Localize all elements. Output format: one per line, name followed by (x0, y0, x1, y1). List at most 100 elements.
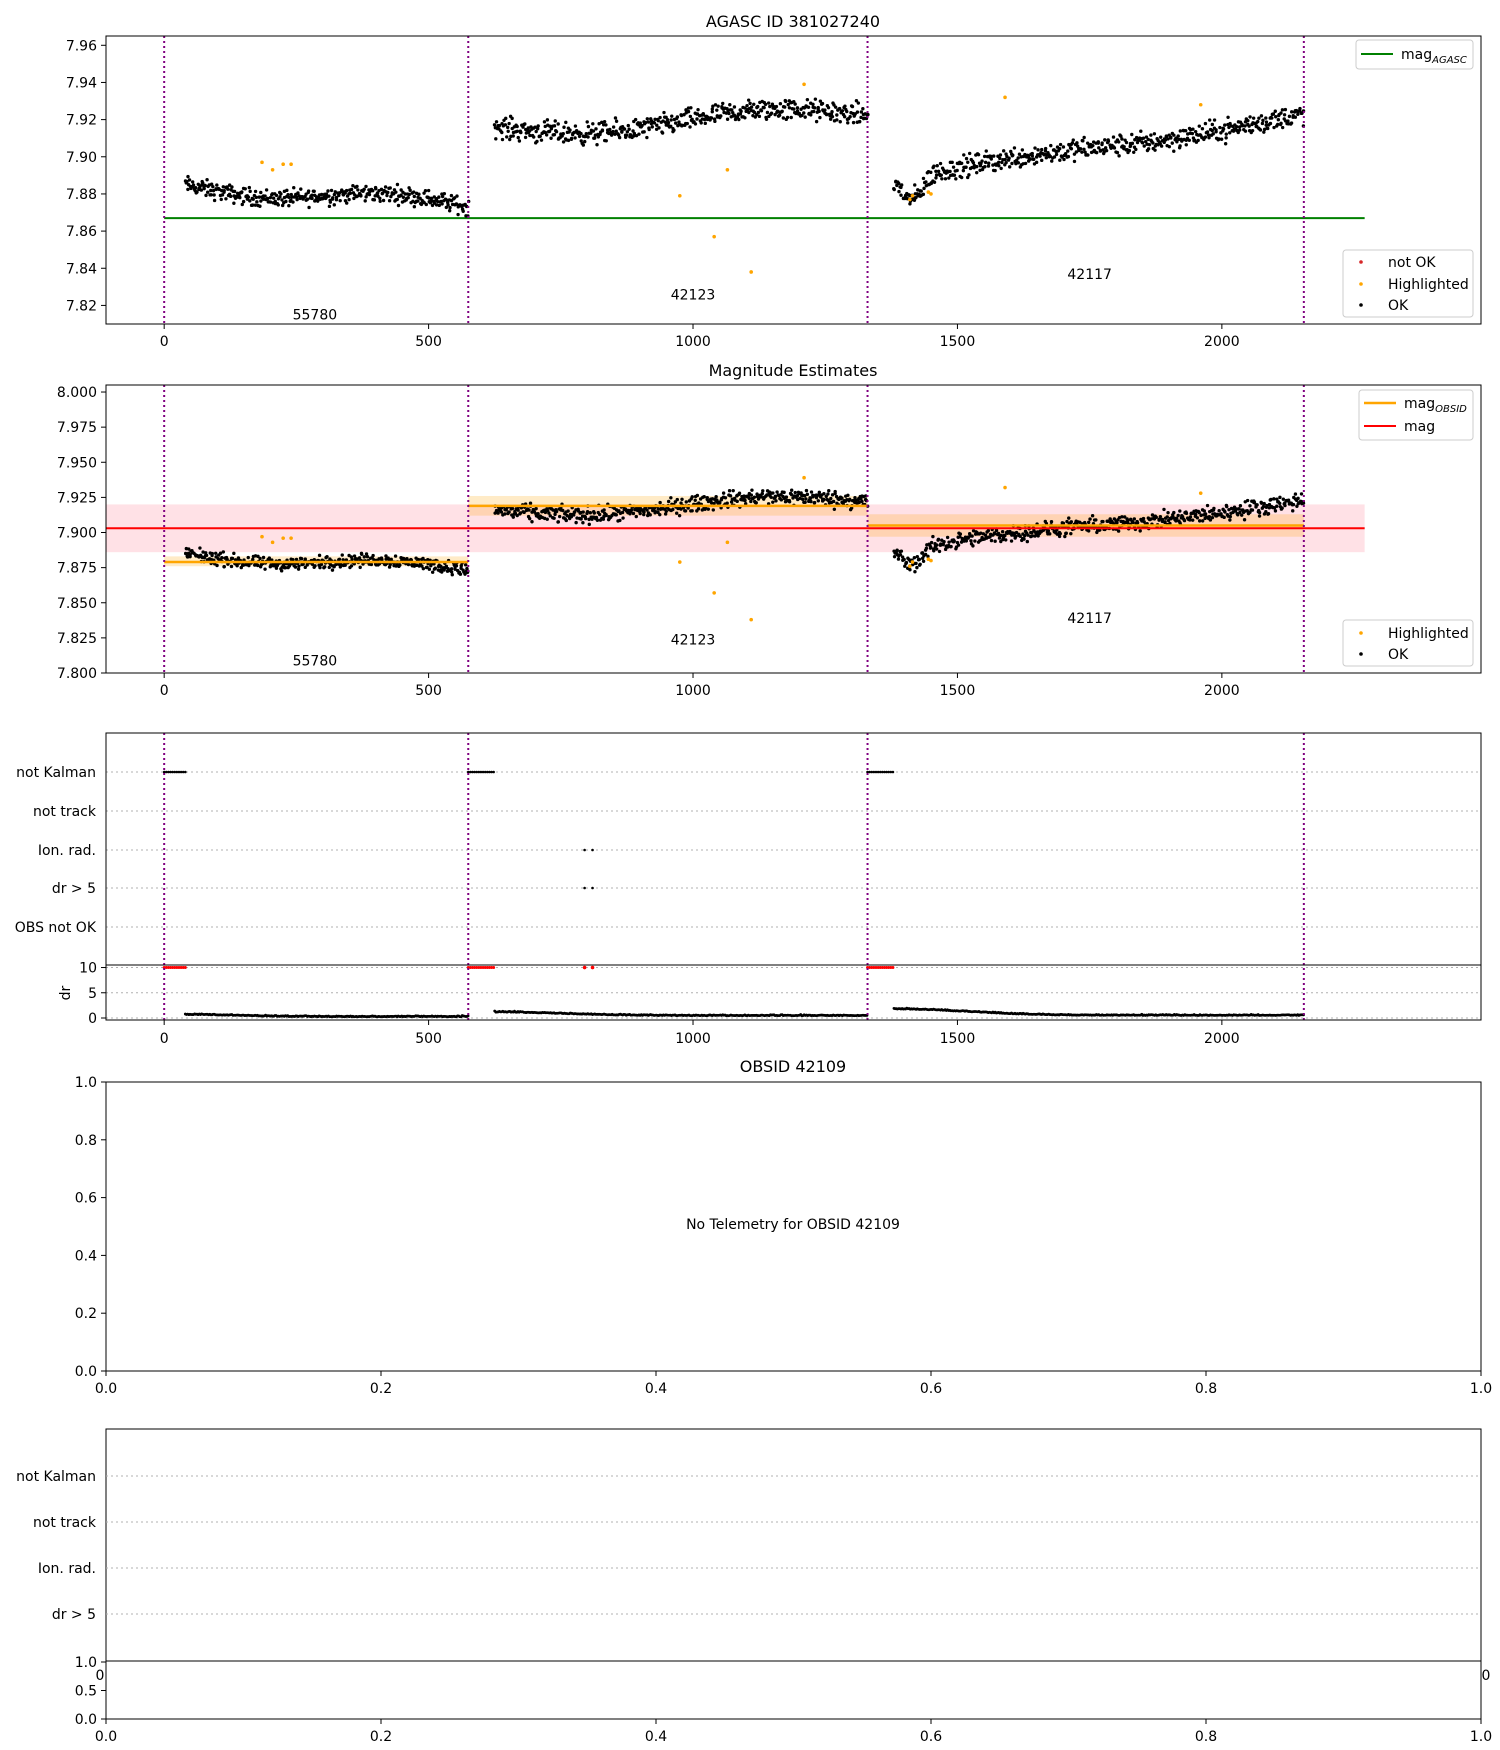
ok-point (899, 183, 904, 187)
ok-point (1203, 512, 1208, 516)
dr-high-point (874, 966, 878, 970)
ok-point (850, 104, 855, 109)
ok-point (614, 513, 618, 517)
x-tick-label: 500 (415, 1031, 442, 1047)
ok-point (602, 508, 606, 512)
ok-point (1172, 149, 1176, 153)
ok-point (287, 203, 291, 208)
ok-point (895, 548, 899, 552)
ok-point (1184, 143, 1188, 147)
ok-point (220, 556, 224, 560)
y-tick-label: 7.92 (66, 113, 97, 129)
ok-point (1103, 138, 1107, 142)
y-tick-label: 7.900 (57, 526, 97, 542)
ok-point (996, 531, 1001, 536)
ok-point (516, 508, 520, 512)
ok-point (449, 570, 454, 574)
ok-point (412, 190, 416, 194)
ok-point (737, 117, 741, 122)
dr-high-point (166, 966, 170, 970)
ok-point (347, 197, 351, 202)
ok-point (261, 555, 266, 560)
ok-point (998, 153, 1003, 157)
ok-point (412, 205, 417, 209)
ok-point (339, 189, 344, 194)
ok-point (757, 114, 762, 119)
ok-point (721, 101, 725, 106)
ok-point (350, 557, 354, 562)
ok-point (211, 188, 216, 193)
ok-point (1100, 141, 1104, 145)
ok-point (569, 137, 574, 141)
ok-point (824, 112, 829, 117)
ok-point (964, 165, 968, 169)
ok-point (1146, 137, 1150, 142)
ok-point (1011, 153, 1015, 157)
ok-point (510, 506, 515, 511)
ok-point (453, 567, 457, 571)
flag-point (479, 770, 483, 774)
ok-point (536, 124, 540, 128)
ok-point (1032, 157, 1036, 161)
ok-point (597, 512, 602, 517)
ok-point (756, 110, 761, 115)
not-ok-legend-marker (1359, 260, 1363, 264)
ok-point (784, 495, 789, 499)
ok-point (783, 105, 787, 109)
highlighted-point (802, 82, 806, 87)
ok-point (803, 115, 807, 119)
ok-point (1078, 520, 1082, 524)
ok-point (645, 117, 650, 121)
ok-point (1147, 142, 1152, 147)
ok-point (256, 563, 260, 568)
obsid-panel-frame (105, 1081, 1482, 1372)
ok-point (716, 104, 720, 108)
ok-point (1222, 515, 1226, 520)
ok-point (828, 117, 833, 121)
agasc-panel-legend: magAGASC not OK Highlighted OK (1342, 39, 1474, 318)
highlighted-legend-marker (1359, 631, 1363, 635)
ok-point (705, 496, 709, 500)
ok-point (543, 510, 548, 515)
ok-point (325, 554, 329, 559)
dr-high-point (887, 966, 891, 970)
ok-point (748, 101, 752, 106)
ok-point (1001, 149, 1006, 153)
ok-point (914, 561, 918, 566)
ok-point (806, 105, 811, 109)
ok-point (212, 198, 217, 203)
ok-point (929, 540, 934, 545)
dr-high-point (876, 966, 880, 970)
ok-point (965, 175, 970, 180)
x-tick-label: 0.6 (920, 1729, 942, 1745)
ok-point (1127, 148, 1132, 153)
ok-point (999, 533, 1003, 538)
ok-point (204, 193, 208, 198)
ok-point (908, 202, 912, 206)
x-tick-label: 0 (160, 683, 169, 699)
ok-point (671, 507, 675, 512)
ok-point (1247, 124, 1251, 128)
ok-point (830, 114, 835, 119)
dr-high-point (872, 966, 876, 970)
ok-point (1117, 140, 1121, 144)
flag-point (485, 770, 489, 774)
dr-high-point (880, 966, 884, 970)
ok-point (614, 119, 619, 123)
ok-point (303, 565, 307, 570)
agasc-panel-data: 55780 42123 42117 (163, 36, 1365, 324)
flag-point (881, 770, 884, 774)
ok-point (1184, 511, 1189, 516)
y-tick-label: 7.84 (66, 261, 97, 277)
ok-point (226, 187, 230, 191)
y-tick-label: 0.8 (75, 1133, 97, 1149)
ok-point (855, 110, 860, 114)
ok-point (922, 186, 926, 191)
ok-point (1228, 131, 1232, 135)
ok-point (393, 554, 398, 558)
ok-point (1012, 146, 1017, 150)
ok-point (1030, 151, 1034, 156)
ok-point (689, 106, 693, 110)
ok-point (584, 131, 588, 136)
ok-point (964, 156, 969, 161)
